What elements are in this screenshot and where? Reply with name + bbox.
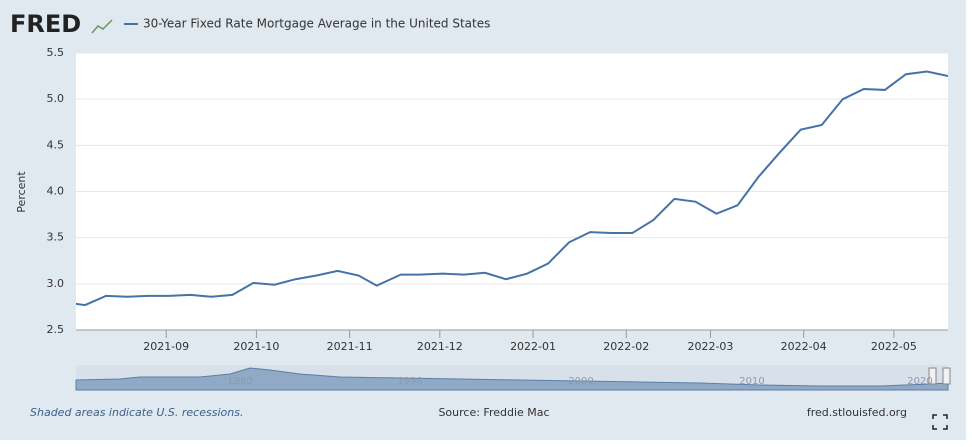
legend-label: 30-Year Fixed Rate Mortgage Average in t… [143, 17, 490, 31]
y-tick-label: 4.5 [47, 138, 65, 151]
y-tick-label: 4.0 [47, 185, 65, 198]
recession-note: Shaded areas indicate U.S. recessions. [30, 406, 243, 419]
navigator-label: 1980 [227, 376, 252, 387]
navigator-handle[interactable] [942, 367, 951, 385]
x-tick-label: 2022-02 [603, 340, 649, 353]
y-tick-label: 5.0 [47, 92, 65, 105]
y-axis-label: Percent [15, 171, 28, 213]
logo-icon [91, 19, 113, 34]
line-series [76, 70, 948, 307]
source: Source: Freddie Mac [438, 406, 549, 419]
navigator-label: 2010 [739, 376, 764, 387]
x-tick-label: 2022-04 [781, 340, 827, 353]
x-tick-label: 2022-05 [871, 340, 917, 353]
y-tick-label: 5.5 [47, 46, 65, 59]
navigator-label: 2000 [568, 376, 593, 387]
y-tick-label: 3.0 [47, 277, 65, 290]
navigator-label: 1990 [397, 376, 422, 387]
navigator-label: 2020 [907, 376, 932, 387]
x-tick-label: 2021-09 [143, 340, 189, 353]
x-tick-label: 2021-12 [417, 340, 463, 353]
site[interactable]: fred.stlouisfed.org [807, 406, 907, 419]
x-tick-label: 2022-03 [687, 340, 733, 353]
fullscreen-icon[interactable] [932, 414, 948, 430]
y-tick-label: 2.5 [47, 323, 65, 336]
y-tick-label: 3.5 [47, 231, 65, 244]
x-tick-label: 2022-01 [510, 340, 556, 353]
navigator-handle[interactable] [928, 367, 937, 385]
plot-clip [76, 70, 948, 307]
navigator-series[interactable] [75, 367, 949, 391]
x-tick-label: 2021-11 [327, 340, 373, 353]
x-tick-label: 2021-10 [233, 340, 279, 353]
logo: FRED [10, 10, 81, 38]
